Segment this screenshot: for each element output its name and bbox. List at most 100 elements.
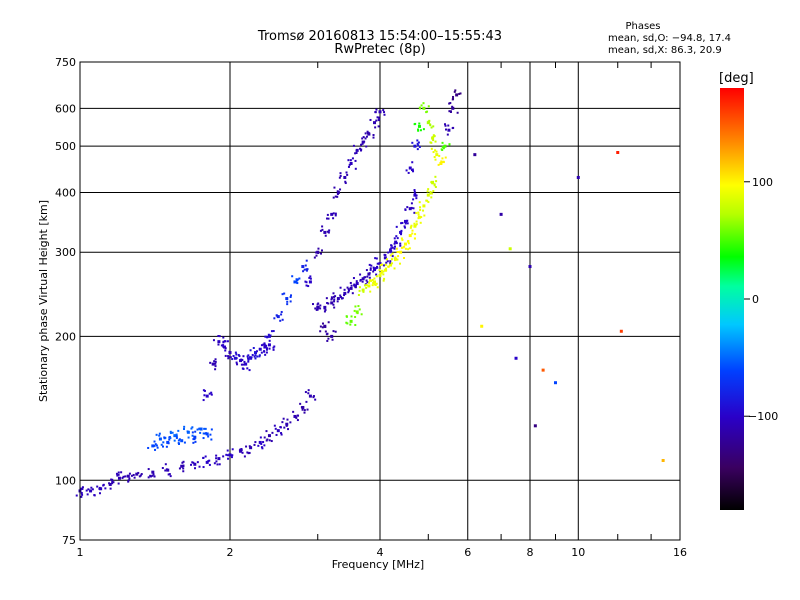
trace-dot	[268, 343, 271, 346]
data-point	[349, 319, 353, 323]
trace-dot	[151, 474, 154, 477]
trace-dot	[263, 444, 266, 447]
trace-dot	[228, 356, 231, 359]
trace-dot	[304, 391, 307, 394]
trace-dot	[238, 449, 241, 452]
trace-dot	[290, 294, 293, 297]
trace-dot	[401, 238, 404, 241]
trace-dot	[240, 358, 243, 361]
trace-dot	[281, 421, 284, 424]
trace-dot	[368, 279, 371, 282]
trace-dot	[374, 283, 377, 286]
trace-dot	[246, 367, 249, 370]
trace-dot	[193, 438, 196, 441]
trace-dot	[380, 269, 383, 272]
trace-dot	[375, 275, 378, 278]
trace-dot	[417, 141, 420, 144]
trace-dot	[299, 402, 302, 405]
trace-dot	[198, 427, 201, 430]
trace-dot	[360, 313, 363, 316]
trace-dot	[263, 350, 266, 353]
trace-dot	[228, 350, 231, 353]
trace-dot	[368, 272, 371, 275]
trace-dot	[376, 116, 379, 119]
y-tick-label: 300	[55, 246, 76, 259]
data-point	[447, 128, 451, 132]
trace-dot	[419, 206, 422, 209]
trace-dot	[454, 89, 457, 92]
trace-dot	[302, 270, 305, 273]
trace-dot	[369, 290, 372, 293]
trace-dot	[218, 463, 221, 466]
trace-dot	[413, 211, 416, 214]
trace-dot	[241, 451, 244, 454]
data-point	[199, 427, 203, 431]
minor-ticks	[317, 62, 652, 540]
trace-dot	[401, 221, 404, 224]
trace-dot	[385, 261, 388, 264]
trace-dot	[305, 284, 308, 287]
x-tick-label: 2	[227, 546, 234, 559]
trace-dot	[441, 145, 444, 148]
trace-dot	[168, 438, 171, 441]
phases-heading: Phases	[625, 21, 660, 32]
trace-dot	[263, 343, 266, 346]
trace-dot	[360, 143, 363, 146]
trace-dot	[160, 443, 163, 446]
x-axis-ticks: 1 2 4 6 8 10 16	[77, 546, 688, 559]
trace-dot	[210, 428, 213, 431]
trace-dot	[357, 294, 360, 297]
trace-dot	[381, 263, 384, 266]
trace-dot	[331, 338, 334, 341]
trace-dot	[375, 257, 378, 260]
trace-dot	[332, 330, 335, 333]
trace-dot	[267, 333, 270, 336]
trace-dot	[344, 182, 347, 185]
trace-dot	[387, 251, 390, 254]
trace-dot	[338, 176, 341, 179]
trace-dot	[224, 347, 227, 350]
trace-dot	[404, 208, 407, 211]
trace-dot	[214, 360, 217, 363]
trace-dot	[279, 426, 282, 429]
trace-dot	[441, 141, 444, 144]
trace-dot	[257, 444, 260, 447]
trace-dot	[321, 326, 324, 329]
trace-dot	[339, 295, 342, 298]
trace-dot	[327, 302, 330, 305]
data-point	[293, 280, 297, 284]
data-point	[373, 268, 377, 272]
trace-dot	[404, 222, 407, 225]
trace-dot	[173, 439, 176, 442]
trace-dot	[295, 280, 298, 283]
trace-dot	[304, 280, 307, 283]
trace-dot	[403, 225, 406, 228]
trace-dot	[202, 389, 205, 392]
trace-dot	[250, 356, 253, 359]
data-point	[378, 110, 382, 114]
trace-dot	[396, 258, 399, 261]
trace-dot	[255, 350, 258, 353]
colorbar-tick-label: −100	[748, 410, 778, 423]
trace-dot	[435, 180, 438, 183]
trace-dot	[117, 482, 120, 485]
trace-dot	[226, 454, 229, 457]
trace-dot	[242, 355, 245, 358]
trace-dot	[448, 102, 451, 105]
trace-dot	[374, 267, 377, 270]
data-point	[413, 224, 417, 228]
trace-dot	[327, 337, 330, 340]
trace-dot	[410, 224, 413, 227]
data-point	[135, 472, 139, 476]
data-point	[389, 263, 393, 267]
trace-dot	[321, 225, 324, 228]
trace-dot	[165, 445, 168, 448]
trace-dot	[326, 339, 329, 342]
trace-dot	[121, 476, 124, 479]
trace-dot	[411, 169, 414, 172]
trace-dot	[390, 247, 393, 250]
trace-dot	[389, 248, 392, 251]
trace-dot	[85, 489, 88, 492]
trace-dot	[382, 273, 385, 276]
trace-dot	[393, 257, 396, 260]
